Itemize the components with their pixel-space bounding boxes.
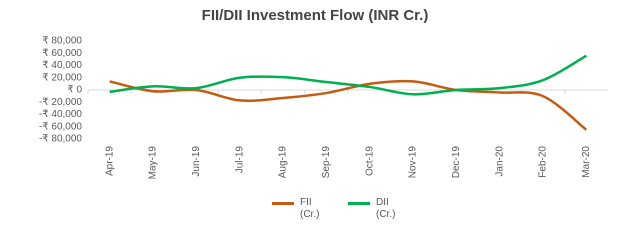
legend-label: DII (Cr.) [376,197,396,220]
x-tick-label: Jan-20 [494,146,505,177]
y-tick-label: ₹ 80,000 [42,36,82,47]
chart: FII/DII Investment Flow (INR Cr.) ₹ 80,0… [39,7,608,180]
legend-swatch [272,202,294,205]
y-tick-label: ₹ 20,000 [42,72,82,83]
x-tick-label: Aug-19 [278,146,289,179]
x-tick-label: Mar-20 [581,146,592,178]
y-tick-label: -₹ 20,000 [39,97,82,108]
legend: FII (Cr.) DII (Cr.) [272,197,424,221]
x-tick-label: Apr-19 [104,146,115,176]
y-tick-label: ₹ 60,000 [42,48,82,59]
chart-container: FII/DII Investment Flow (INR Cr.) ₹ 80,0… [39,7,608,221]
x-tick-label: Sep-19 [321,146,332,179]
x-tick-label: Nov-19 [408,146,419,179]
x-tick-label: Dec-19 [451,146,462,179]
y-tick-label: -₹ 80,000 [39,134,82,145]
series-line [109,54,587,96]
y-tick-label: ₹ 40,000 [42,60,82,71]
chart-title: FII/DII Investment Flow (INR Cr.) [202,7,429,24]
y-tick-label: -₹ 40,000 [39,109,82,120]
legend-item: DII (Cr.) [348,197,406,221]
x-tick-label: Oct-19 [364,146,375,176]
legend-swatch [348,202,370,205]
x-tick-label: May-19 [148,146,159,180]
x-tick-label: Jun-19 [191,146,202,177]
x-tick-label: Jul-19 [234,146,245,174]
y-tick-label: ₹ 0 [67,85,82,96]
y-tick-label: -₹ 60,000 [39,121,82,132]
series-line [109,79,588,131]
legend-item: FII (Cr.) [272,197,330,221]
x-tick-label: Feb-20 [538,146,549,178]
legend-label: FII (Cr.) [300,197,320,220]
